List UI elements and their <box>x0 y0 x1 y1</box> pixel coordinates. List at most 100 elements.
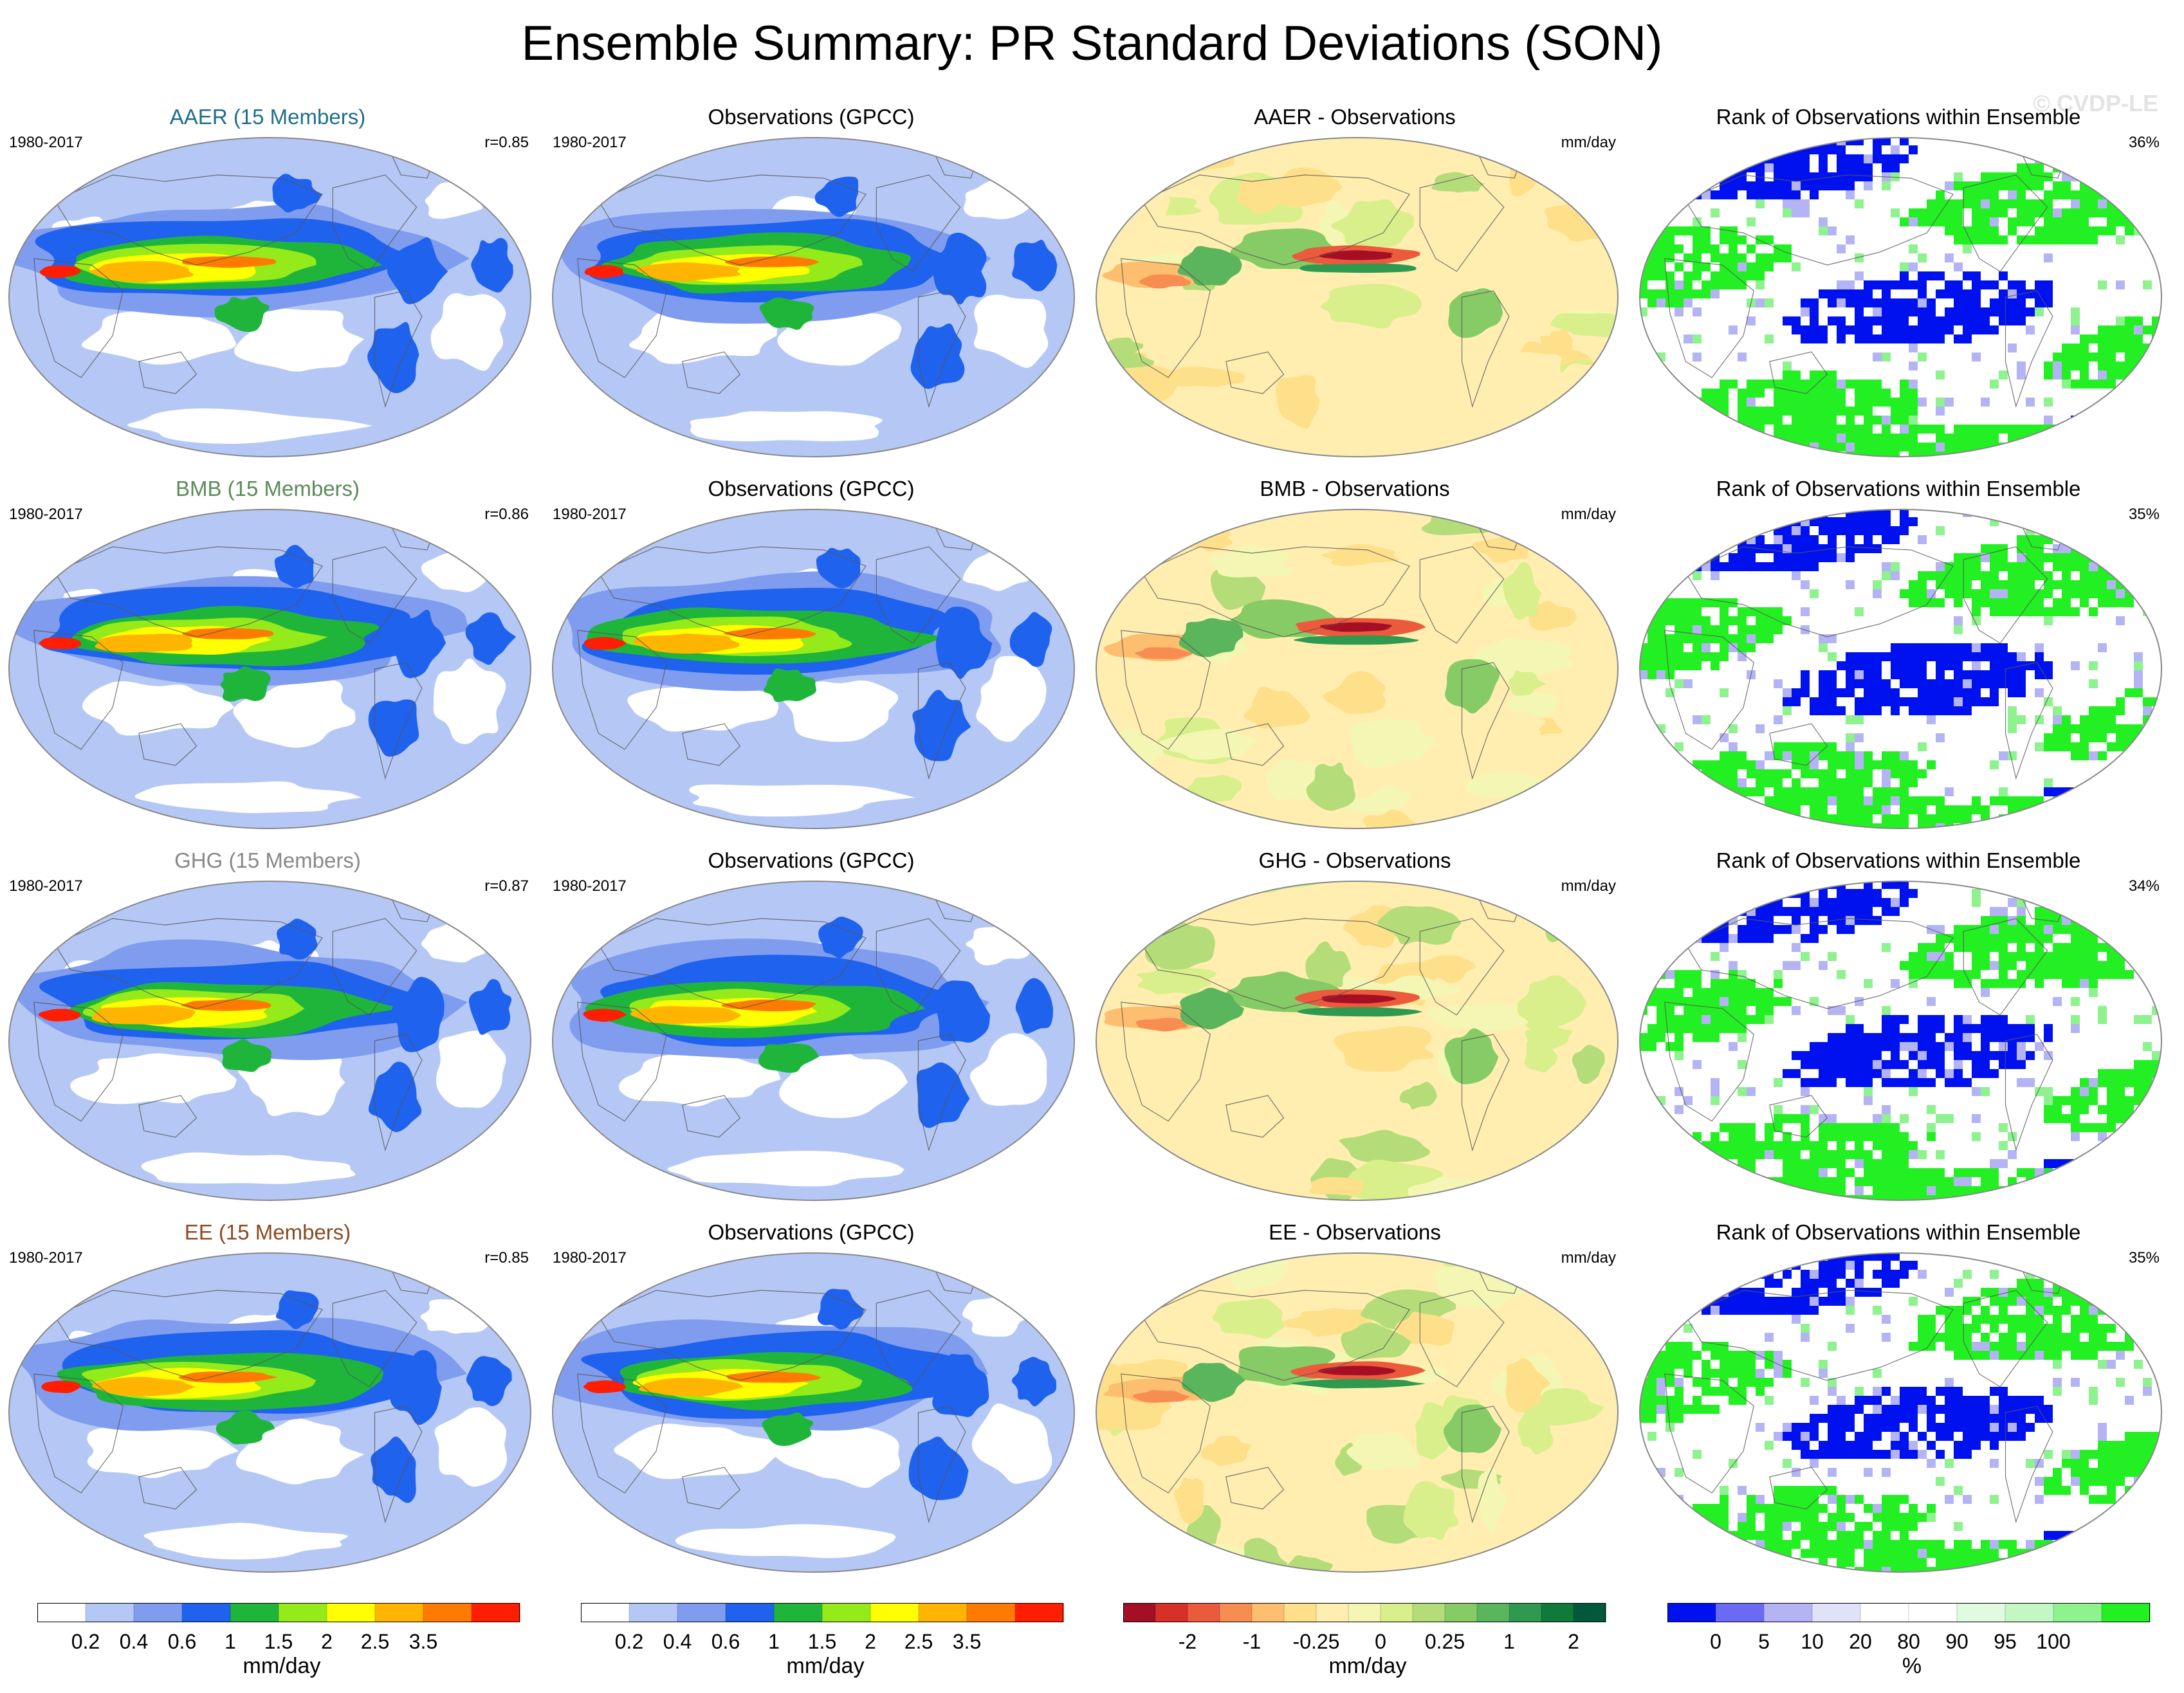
rank-cell <box>1972 562 1981 571</box>
rank-cell <box>2053 787 2062 796</box>
rank-cell <box>1891 697 1900 706</box>
rank-cell <box>1999 1060 2008 1069</box>
rank-cell <box>1828 679 1837 688</box>
rank-cell <box>2017 925 2026 934</box>
rank-cell <box>2143 553 2152 562</box>
rank-cell <box>1675 1051 1684 1060</box>
rank-cell <box>1666 1378 1675 1387</box>
colorbar-tick-label: 0.2 <box>71 1630 100 1653</box>
colorbar-swatch <box>375 1603 424 1622</box>
rank-cell <box>1640 1558 1647 1567</box>
rank-cell <box>2107 217 2116 226</box>
rank-cell <box>2098 796 2107 805</box>
rank-cell <box>1711 1351 1720 1360</box>
rank-cell <box>2134 316 2143 325</box>
rank-cell <box>1693 235 1702 244</box>
rank-cell <box>1945 307 1954 316</box>
rank-cell <box>1972 298 1981 307</box>
rank-cell <box>1693 1378 1702 1387</box>
rank-cell <box>1765 1006 1774 1015</box>
rank-cell <box>1882 652 1891 661</box>
rank-cell <box>1873 1186 1882 1195</box>
rank-cell <box>1855 1253 1864 1261</box>
panel-stat-label: mm/day <box>1561 134 1616 151</box>
rank-cell <box>2125 805 2134 814</box>
rank-cell <box>1918 1168 1927 1177</box>
rank-cell <box>2116 1288 2125 1297</box>
rank-cell <box>2044 208 2053 217</box>
rank-cell <box>1900 1441 1909 1450</box>
rank-cell <box>2071 607 2080 616</box>
rank-cell <box>1765 1150 1774 1159</box>
low-variability-region <box>973 295 1049 368</box>
rank-cell <box>2134 952 2143 961</box>
rank-cell <box>1702 1405 1711 1414</box>
rank-cell <box>1909 1261 1918 1270</box>
rank-cell <box>1954 1387 1963 1396</box>
rank-cell <box>1891 398 1900 407</box>
rank-cell <box>2035 934 2044 943</box>
rank-cell <box>2044 371 2053 380</box>
rank-cell <box>2044 805 2053 814</box>
rank-cell <box>1981 1315 1990 1324</box>
map-field <box>1639 509 2163 829</box>
rank-cell <box>2107 715 2116 724</box>
rank-cell <box>1702 1504 1711 1513</box>
rank-cell <box>1990 1423 1999 1432</box>
rank-cell <box>1828 1450 1837 1459</box>
rank-cell <box>1693 452 1702 457</box>
rank-cell <box>1873 1168 1882 1177</box>
rank-cell <box>1640 670 1647 679</box>
rank-cell <box>1810 1042 1819 1051</box>
rank-cell <box>1774 814 1783 823</box>
rank-cell <box>1774 751 1783 760</box>
rank-cell <box>1747 1288 1756 1297</box>
rank-cell <box>1981 943 1990 952</box>
rank-cell <box>1846 526 1855 535</box>
rank-cell <box>1999 1540 2008 1549</box>
rank-cell <box>1684 787 1693 796</box>
rank-cell <box>1774 253 1783 262</box>
rank-cell <box>1828 1513 1837 1522</box>
rank-cell <box>1972 217 1981 226</box>
difference-patch <box>1243 686 1310 729</box>
rank-cell <box>1918 970 1927 979</box>
colorbar-swatch <box>1123 1603 1156 1622</box>
rank-cell <box>2152 553 2161 562</box>
rank-cell <box>1873 1306 1882 1315</box>
rank-cell <box>1675 1177 1684 1186</box>
rank-cell <box>1640 425 1647 434</box>
panel-stat-label: 34% <box>2128 877 2160 895</box>
rank-cell <box>1738 1522 1747 1531</box>
rank-cell <box>2053 1333 2062 1342</box>
rank-cell <box>1702 634 1711 643</box>
rank-cell <box>1765 1306 1774 1315</box>
rank-cell <box>1765 163 1774 172</box>
rank-cell <box>1837 163 1846 172</box>
rank-cell <box>1963 1333 1972 1342</box>
rank-cell <box>1729 380 1738 389</box>
rank-cell <box>1711 138 1720 145</box>
rank-cell <box>1711 1186 1720 1195</box>
rank-cell <box>1909 398 1918 407</box>
rank-cell <box>2053 1486 2062 1495</box>
rank-cell <box>1855 163 1864 172</box>
colorbar-swatch <box>1316 1603 1349 1622</box>
rank-cell <box>2107 145 2116 154</box>
rank-cell <box>1882 1405 1891 1414</box>
rank-cell <box>1738 751 1747 760</box>
rank-cell <box>1640 1360 1647 1369</box>
rank-cell <box>2098 517 2107 526</box>
rank-cell <box>2071 952 2080 961</box>
rank-cell <box>2089 733 2098 742</box>
rank-cell <box>2107 1279 2116 1288</box>
rank-cell <box>1837 1141 1846 1150</box>
rank-cell <box>1999 544 2008 553</box>
rank-cell <box>1837 380 1846 389</box>
rank-cell <box>2161 553 2163 562</box>
rank-cell <box>1864 679 1873 688</box>
rank-cell <box>1792 961 1801 970</box>
rank-cell <box>1801 181 1810 190</box>
rank-cell <box>2053 724 2062 733</box>
colorbar-tick-label: -1 <box>1242 1630 1262 1653</box>
